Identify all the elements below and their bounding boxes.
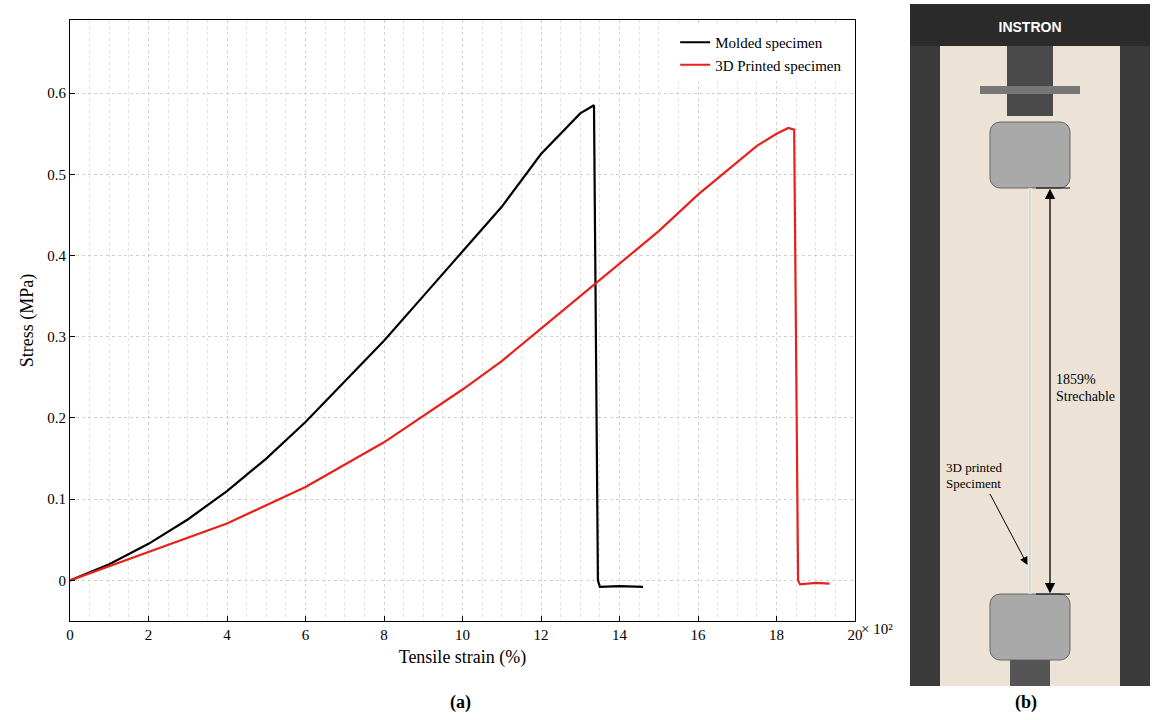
html-text:(b): (b) [1015, 692, 1037, 712]
svg-text:8: 8 [380, 627, 388, 643]
svg-text:INSTRON: INSTRON [999, 19, 1062, 35]
html-text:(a): (a) [450, 692, 471, 712]
svg-text:16: 16 [691, 627, 707, 643]
svg-text:0: 0 [66, 627, 74, 643]
svg-text:0.1: 0.1 [47, 491, 66, 507]
svg-text:3D Printed specimen: 3D Printed specimen [715, 58, 841, 74]
svg-text:0.6: 0.6 [47, 85, 66, 101]
svg-text:6: 6 [302, 627, 310, 643]
svg-text:2: 2 [145, 627, 153, 643]
svg-text:Speciment: Speciment [946, 476, 1001, 491]
svg-text:18: 18 [769, 627, 784, 643]
svg-text:Strechable: Strechable [1056, 389, 1115, 404]
svg-text:10: 10 [455, 627, 470, 643]
svg-text:0.2: 0.2 [47, 410, 66, 426]
svg-text:Molded specimen: Molded specimen [715, 35, 823, 51]
svg-text:12: 12 [534, 627, 549, 643]
svg-text:0.3: 0.3 [47, 329, 66, 345]
svg-text:1859%: 1859% [1056, 372, 1096, 387]
svg-text:Stress (MPa): Stress (MPa) [17, 274, 38, 368]
svg-text:20: 20 [848, 627, 863, 643]
svg-text:0: 0 [59, 573, 67, 589]
svg-text:4: 4 [223, 627, 231, 643]
svg-text:0.4: 0.4 [47, 248, 66, 264]
svg-text:Tensile strain (%): Tensile strain (%) [399, 647, 527, 668]
svg-text:0.5: 0.5 [47, 167, 66, 183]
svg-text:× 10²: × 10² [861, 621, 893, 637]
svg-text:3D printed: 3D printed [946, 460, 1002, 475]
svg-text:14: 14 [612, 627, 628, 643]
